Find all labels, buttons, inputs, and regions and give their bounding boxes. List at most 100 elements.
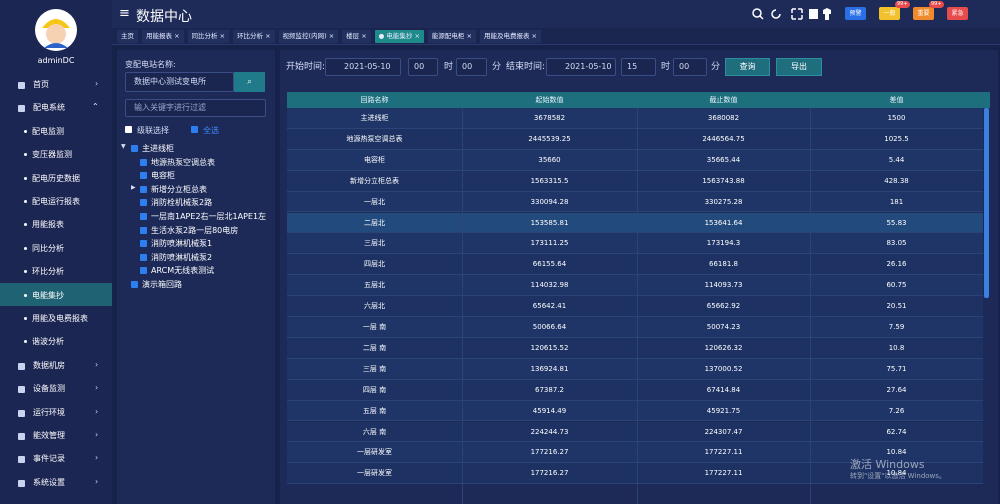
alert-button[interactable]: 紧急 (947, 7, 968, 20)
table-row[interactable] (287, 421, 983, 443)
tab-label[interactable]: 视频监控(内网) (282, 32, 327, 40)
tree-node[interactable]: 地源热泵空调总表 (151, 157, 215, 167)
tree-checkbox[interactable] (140, 240, 147, 248)
menu-item[interactable]: 运行环境 (33, 407, 65, 417)
tab-close[interactable]: × (464, 32, 472, 40)
submenu-item[interactable]: 配电运行报表 (32, 197, 80, 206)
tab-close[interactable]: × (326, 32, 335, 40)
tree-node[interactable]: 一层南1APE2右一层北1APE1左 (151, 212, 267, 221)
search-button[interactable]: 查询 (725, 58, 770, 76)
tab[interactable]: 环比分析 × (233, 30, 275, 43)
table-row[interactable] (287, 275, 983, 297)
tab-label[interactable]: ● 电能集抄 (378, 32, 413, 40)
submenu-item[interactable]: 谐波分析 (32, 337, 64, 347)
tab-close[interactable]: × (217, 32, 226, 40)
start-date[interactable]: 2021-05-10 (325, 58, 401, 76)
table-row[interactable] (287, 337, 983, 359)
tree-checkbox[interactable] (140, 226, 147, 234)
tab-close[interactable]: × (359, 32, 367, 40)
table-row[interactable] (287, 128, 983, 150)
menu-item[interactable]: 系统设置 (33, 477, 65, 487)
tab[interactable]: 用能报表 × (142, 30, 184, 43)
submenu-item[interactable]: 环比分析 (32, 267, 64, 277)
tree-node[interactable]: 新增分立柜总表 (151, 184, 207, 194)
tab[interactable]: 同比分析 × (187, 30, 230, 43)
tree-node[interactable]: 主进线柜 (142, 144, 174, 153)
submenu-item[interactable]: 配电历史数据 (32, 173, 80, 183)
submenu-item[interactable]: 用能及电费报表 (32, 314, 88, 323)
table-row[interactable] (287, 212, 983, 234)
tab[interactable]: 楼层 × (342, 30, 371, 43)
menu-toggle[interactable]: ≡ (119, 6, 130, 21)
station-search[interactable]: ⌕ (234, 72, 265, 92)
tab-label[interactable]: 同比分析 (191, 32, 218, 40)
tree-checkbox[interactable] (131, 145, 138, 152)
cascade-label[interactable]: 级联选择 (137, 126, 169, 135)
tree-checkbox[interactable] (131, 281, 138, 288)
tree-node[interactable]: 电容柜 (151, 171, 175, 181)
tree-node[interactable]: 消防喷淋机械泵1 (151, 239, 213, 249)
tab[interactable]: 主页 (117, 30, 138, 43)
tree-node[interactable]: 消防喷淋机械泵2 (151, 252, 213, 262)
tree-checkbox[interactable] (140, 267, 147, 275)
table-row[interactable] (287, 442, 983, 464)
submenu-item[interactable]: 配电监测 (32, 126, 64, 136)
table-row[interactable] (287, 254, 983, 276)
menu-item[interactable]: 事件记录 (33, 454, 65, 464)
tab-close[interactable]: × (412, 32, 420, 40)
tab[interactable]: 用能及电费报表 × (479, 30, 541, 43)
tree-checkbox[interactable] (140, 199, 147, 207)
tab-close[interactable]: × (529, 32, 537, 40)
menu-item[interactable]: 首页 (33, 80, 49, 89)
menu-item[interactable]: 设备监测 (33, 384, 65, 394)
select-all-checkbox[interactable] (191, 126, 198, 133)
tab-label[interactable]: 用能报表 (146, 32, 172, 40)
menu-item[interactable]: 能效管理 (33, 431, 65, 440)
table-row[interactable] (287, 296, 983, 317)
tree-checkbox[interactable] (140, 253, 147, 261)
submenu-item[interactable]: 电能集抄 (32, 290, 64, 300)
tab-label[interactable]: 能源配电柜 (431, 32, 465, 40)
table-row[interactable] (287, 170, 983, 192)
alert-button[interactable]: 一般 (879, 7, 900, 20)
tab[interactable]: 能源配电柜 × (427, 30, 476, 43)
submenu-item[interactable]: 同比分析 (32, 243, 64, 253)
tree-node[interactable]: ARCM无线表测试 (151, 266, 215, 276)
tab[interactable]: 视频监控(内网) × (278, 30, 339, 43)
tab-label[interactable]: 主页 (121, 32, 134, 40)
export-button[interactable]: 导出 (776, 58, 822, 76)
start-minute[interactable]: 00 (456, 58, 487, 76)
tree-checkbox[interactable] (140, 185, 147, 193)
alert-button[interactable]: 预警 (845, 7, 866, 20)
tab[interactable]: ● 电能集抄 × (374, 30, 424, 43)
end-date[interactable]: 2021-05-10 (546, 58, 616, 76)
submenu-item[interactable]: 用能报表 (32, 220, 64, 230)
table-row[interactable] (287, 191, 983, 213)
tab-close[interactable]: × (172, 32, 180, 40)
tree-node[interactable]: 消防栓机械泵2路 (151, 198, 213, 208)
end-minute[interactable]: 00 (673, 58, 707, 76)
tree-node[interactable]: 生活水泵2路一层80电房 (151, 225, 239, 235)
table-row[interactable] (287, 400, 983, 422)
table-row[interactable] (287, 317, 983, 338)
table-row[interactable] (287, 379, 983, 401)
tab-label[interactable]: 用能及电费报表 (483, 32, 530, 40)
alert-button[interactable]: 重要 (913, 7, 934, 20)
table-row[interactable] (287, 149, 983, 171)
start-hour[interactable]: 00 (408, 58, 438, 76)
table-row[interactable] (287, 463, 983, 485)
tab-label[interactable]: 楼层 (346, 32, 360, 40)
tab-close[interactable]: × (263, 32, 271, 40)
tree-checkbox[interactable] (140, 158, 147, 166)
submenu-item[interactable]: 变压器监测 (32, 150, 72, 160)
table-row[interactable] (287, 358, 983, 380)
tree-checkbox[interactable] (140, 172, 147, 180)
tab-label[interactable]: 环比分析 (237, 32, 264, 40)
station-input[interactable]: 数据中心测试变电所 (125, 72, 234, 92)
table-row[interactable] (287, 108, 983, 129)
select-all-label[interactable]: 全选 (203, 126, 219, 135)
end-hour[interactable]: 15 (621, 58, 656, 76)
cascade-checkbox[interactable] (125, 126, 132, 133)
tree-checkbox[interactable] (140, 213, 147, 220)
scrollbar-thumb[interactable] (984, 108, 989, 298)
